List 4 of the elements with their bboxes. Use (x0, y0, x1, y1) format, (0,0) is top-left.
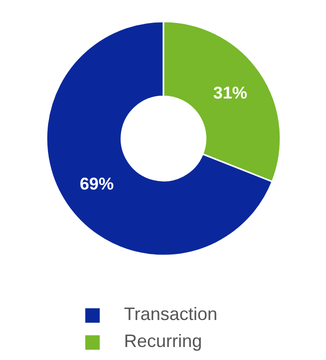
data-label: 69% (80, 174, 114, 194)
data-label: 31% (213, 84, 248, 103)
legend-label: Transaction (124, 304, 218, 325)
legend-label: Recurring (124, 331, 202, 352)
